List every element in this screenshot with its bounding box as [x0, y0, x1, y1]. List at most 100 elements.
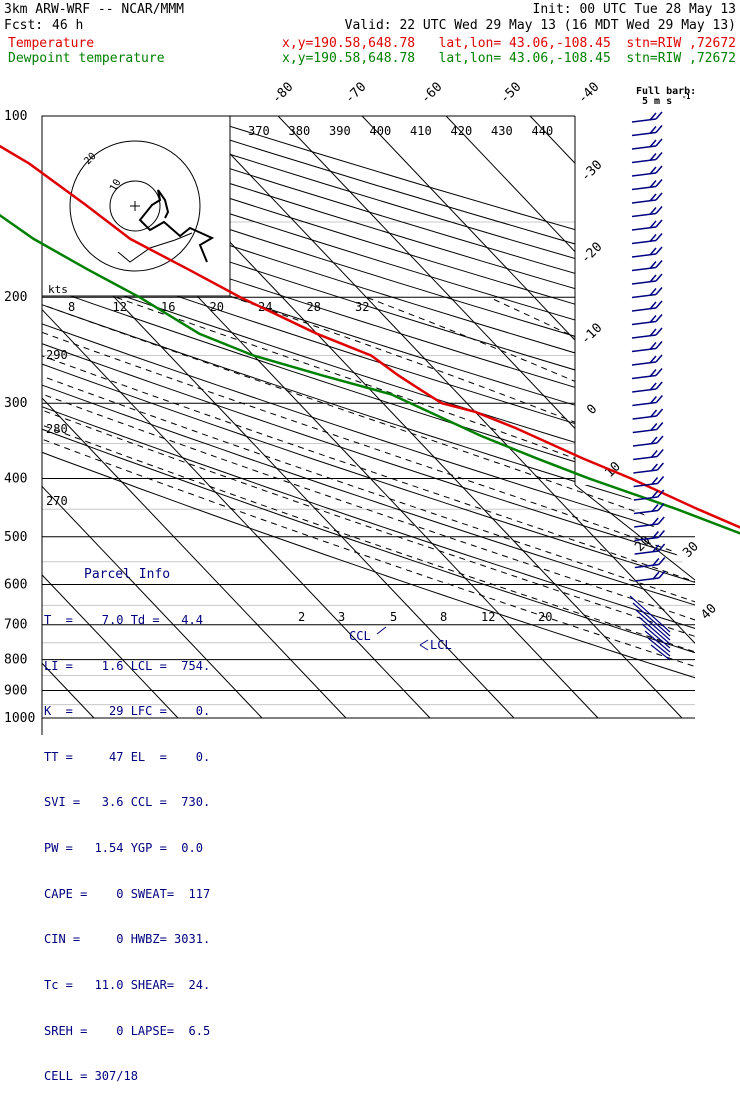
theta-e-label: 440	[532, 124, 554, 138]
pressure-label-1000: 1000	[4, 711, 35, 726]
wind-barb	[632, 112, 662, 122]
parcel-row-k-lfc: K = 29 LFC = 0.	[44, 704, 232, 719]
isotherm	[698, 116, 740, 718]
mixing-ratio-label: 12	[113, 300, 127, 314]
wind-barb	[632, 328, 662, 338]
wind-barb	[632, 220, 662, 230]
isotherm-label: -70	[342, 80, 369, 107]
wind-barb	[632, 126, 662, 136]
wind-barb	[632, 247, 662, 257]
parcel-row-t-td: T = 7.0 Td = 4.4	[44, 613, 232, 628]
theta-e-label: 390	[329, 124, 351, 138]
wind-barb	[635, 558, 665, 568]
wind-barb	[635, 571, 665, 581]
wind-barbs	[630, 112, 670, 660]
mixing-ratio-label-lower: 8	[440, 610, 447, 624]
pressure-label-100: 100	[4, 109, 27, 124]
isotherm-label: -80	[269, 80, 296, 107]
pressure-label-700: 700	[4, 618, 27, 633]
wind-barb	[632, 396, 662, 406]
parcel-row-pw-ygp: PW = 1.54 YGP = 0.0	[44, 841, 232, 856]
mixing-ratio-line	[698, 584, 740, 718]
wind-barb	[632, 207, 662, 217]
isotherm-label: 30	[680, 539, 702, 561]
parcel-row-svi-ccl: SVI = 3.6 CCL = 730.	[44, 795, 232, 810]
mixing-ratio-label-lower: 5	[390, 610, 397, 624]
isotherm-label: -40	[575, 80, 602, 107]
mixing-ratio-label-lower: 2	[298, 610, 305, 624]
lcl-annotation: LCL	[430, 638, 452, 652]
barb-key: Full barb: 5 m s -1	[636, 86, 696, 107]
isotherm-label: 40	[698, 601, 720, 623]
parcel-row-tt-el: TT = 47 EL = 0.	[44, 750, 232, 765]
wind-barb	[632, 139, 662, 149]
pressure-label-500: 500	[4, 530, 27, 545]
mixing-ratio-label-lower: 20	[538, 610, 552, 624]
wind-barb	[632, 342, 662, 352]
parcel-row-li-lcl: LI = 1.6 LCL = 754.	[44, 659, 232, 674]
wind-barb-lower	[651, 645, 670, 660]
mixing-ratio-label: 20	[210, 300, 224, 314]
wind-barb	[633, 409, 663, 419]
parcel-row-cin-hwbz: CIN = 0 HWBZ= 3031.	[44, 932, 232, 947]
mixing-ratio-label-lower: 3	[338, 610, 345, 624]
theta-label: 290	[46, 348, 68, 362]
wind-barb	[633, 423, 663, 433]
wind-barb	[634, 504, 664, 514]
theta-e-label: 430	[491, 124, 513, 138]
wind-barb	[632, 301, 662, 311]
mixing-ratio-label-lower: 12	[481, 610, 495, 624]
wind-barb	[633, 450, 663, 460]
isotherm	[194, 116, 740, 718]
wind-barb	[632, 180, 662, 190]
parcel-info-panel: Parcel Info T = 7.0 Td = 4.4 LI = 1.6 LC…	[44, 537, 232, 1100]
theta-e-label: 380	[289, 124, 311, 138]
parcel-row-sreh-lapse: SREH = 0 LAPSE= 6.5	[44, 1024, 232, 1039]
wind-barb	[632, 315, 662, 325]
wind-barb	[632, 261, 662, 271]
hodograph: 10 20 kts	[42, 116, 230, 296]
wind-barb-lower	[633, 603, 670, 636]
pressure-label-300: 300	[4, 396, 27, 411]
wind-barb	[632, 382, 662, 392]
barb-key-exponent: -1	[682, 93, 690, 101]
wind-barb	[632, 166, 662, 176]
parcel-row-tc-shear: Tc = 11.0 SHEAR= 24.	[44, 978, 232, 993]
theta-e-label: 400	[370, 124, 392, 138]
parcel-info-title: Parcel Info	[44, 567, 232, 582]
wind-barb	[632, 274, 662, 284]
wind-barb	[632, 193, 662, 203]
parcel-row-cell: CELL = 307/18	[44, 1069, 232, 1084]
isotherm-label: -30	[578, 158, 605, 185]
isotherm	[614, 116, 740, 718]
pressure-label-400: 400	[4, 471, 27, 486]
isotherm	[362, 116, 740, 718]
mixing-ratio-label: 8	[68, 300, 75, 314]
theta-e-label: 410	[410, 124, 432, 138]
isotherm-label: -50	[497, 80, 524, 107]
pressure-label-800: 800	[4, 653, 27, 668]
pressure-label-900: 900	[4, 683, 27, 698]
wind-barb	[632, 288, 662, 298]
wind-barb	[632, 234, 662, 244]
theta-label: 280	[46, 422, 68, 436]
theta-e-label: 370	[248, 124, 270, 138]
theta-e-label: 420	[451, 124, 473, 138]
isotherm-label: -20	[578, 240, 605, 267]
kts-label: kts	[48, 283, 68, 296]
moist-adiabat	[366, 297, 740, 718]
wind-barb	[632, 153, 662, 163]
pressure-label-200: 200	[4, 290, 27, 305]
wind-barb	[632, 369, 662, 379]
isotherm-label: 0	[584, 402, 600, 418]
parcel-row-cape-sweat: CAPE = 0 SWEAT= 117	[44, 887, 232, 902]
dry-adiabat	[197, 116, 740, 718]
mixing-ratio-label: 28	[307, 300, 321, 314]
theta-label: 270	[46, 494, 68, 508]
wind-barb	[632, 355, 662, 365]
isotherm	[278, 116, 740, 718]
isotherm-label: -10	[578, 321, 605, 348]
wind-barb	[633, 463, 663, 473]
barb-key-line2: 5 m s	[642, 96, 672, 107]
mixing-ratio-label: 32	[355, 300, 369, 314]
